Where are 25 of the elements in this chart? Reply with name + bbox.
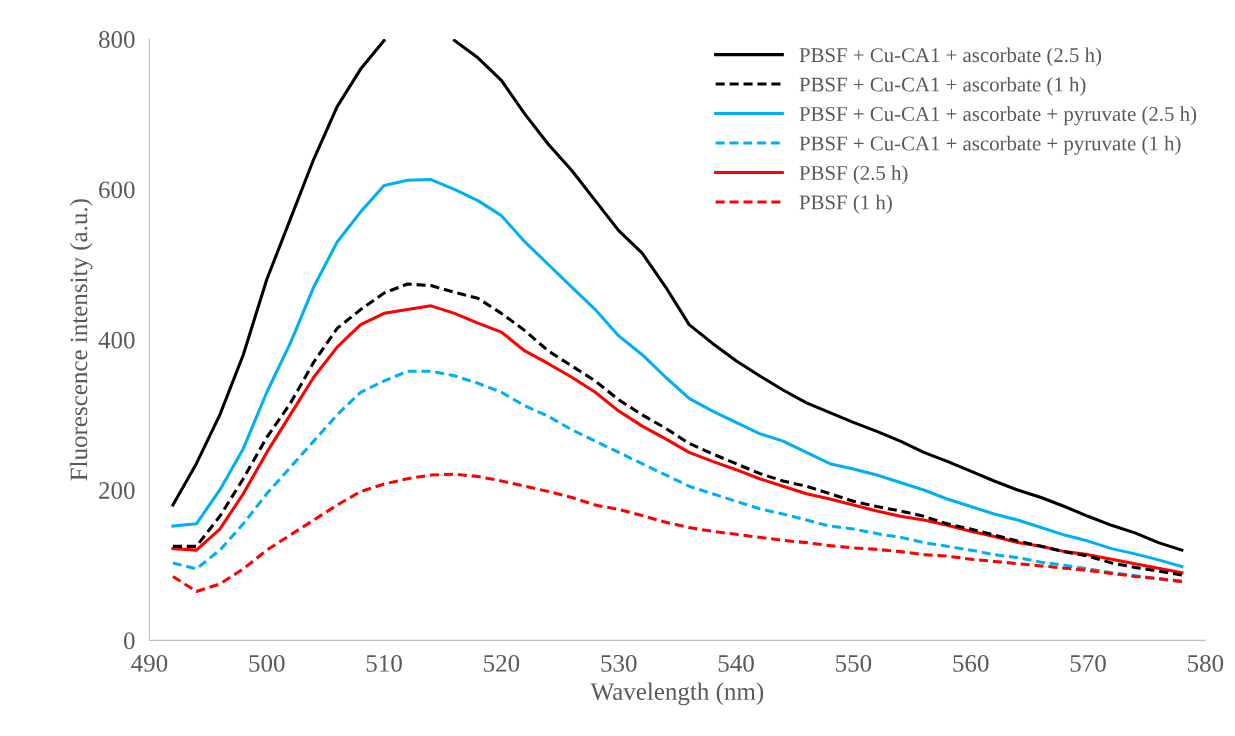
legend-label: PBSF + Cu-CA1 + ascorbate (2.5 h): [799, 47, 1102, 67]
legend-label: PBSF (2.5 h): [799, 165, 908, 185]
line-series: [171, 472, 1184, 593]
x-tick-label: 560: [953, 654, 989, 672]
x-tick-label: 510: [366, 654, 402, 672]
line-series: [171, 369, 1184, 583]
x-tick-label: 500: [249, 654, 285, 672]
y-tick-label: 0: [124, 632, 135, 650]
legend-label: PBSF (1 h): [799, 194, 892, 214]
y-axis-title: Fluorescence intensity (a.u.): [69, 199, 93, 481]
y-tick-label: 400: [98, 331, 135, 349]
x-tick-label: 550: [836, 654, 872, 672]
legend-label: PBSF + Cu-CA1 + ascorbate + pyruvate (1 h): [799, 135, 1181, 155]
x-tick-label: 520: [484, 654, 520, 672]
x-tick-label: 580: [1188, 654, 1224, 672]
x-tick-label: 540: [718, 654, 754, 672]
y-tick-label: 800: [99, 31, 135, 48]
legend-label: PBSF + Cu-CA1 + ascorbate + pyruvate (2.5 h): [799, 106, 1197, 126]
y-tick-label: 200: [99, 482, 135, 499]
y-tick-label: 600: [99, 181, 135, 199]
x-tick-label: 570: [1070, 654, 1106, 672]
x-axis-title: Wavelength (nm): [590, 682, 764, 706]
x-tick-label: 530: [601, 654, 637, 672]
legend-label: PBSF + Cu-CA1 + ascorbate (1 h): [799, 76, 1086, 96]
x-tick-label: 490: [131, 654, 168, 672]
